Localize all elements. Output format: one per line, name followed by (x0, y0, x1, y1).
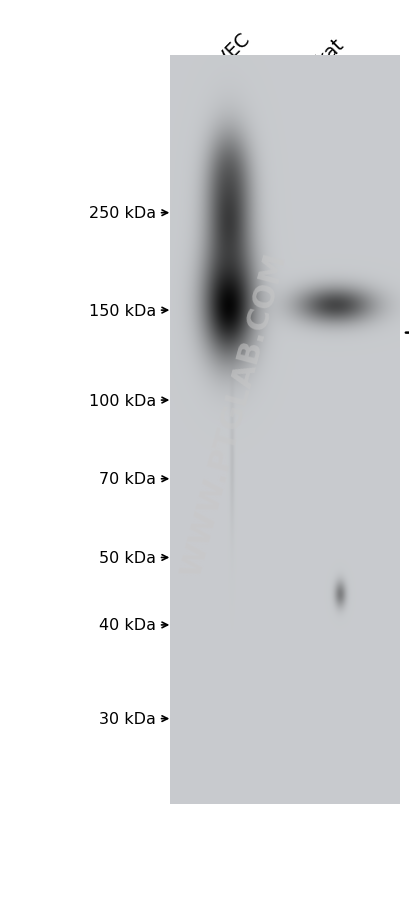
Text: 250 kDa: 250 kDa (88, 206, 155, 221)
Text: 40 kDa: 40 kDa (99, 618, 155, 632)
Text: 30 kDa: 30 kDa (99, 712, 155, 726)
Text: HUVEC: HUVEC (193, 29, 253, 88)
Text: 70 kDa: 70 kDa (99, 472, 155, 487)
Text: Jurkat: Jurkat (295, 36, 347, 88)
Text: WWW.PTGLAB.COM: WWW.PTGLAB.COM (177, 250, 291, 580)
Text: 150 kDa: 150 kDa (88, 303, 155, 318)
Text: 100 kDa: 100 kDa (88, 393, 155, 408)
Text: 50 kDa: 50 kDa (99, 550, 155, 566)
